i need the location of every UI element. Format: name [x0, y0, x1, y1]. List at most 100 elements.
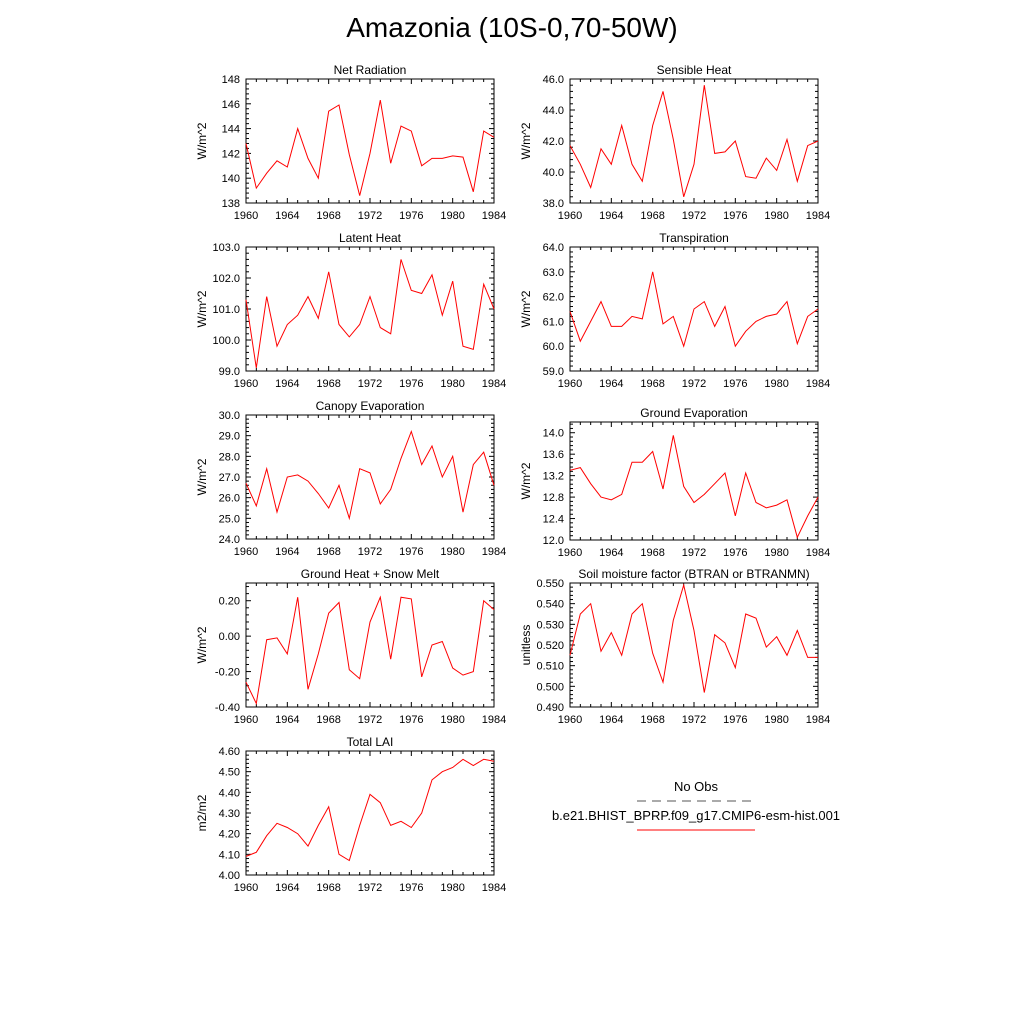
- y-tick-label: 144: [222, 124, 240, 136]
- x-tick-label: 1976: [723, 378, 747, 390]
- y-tick-label: 44.0: [543, 105, 564, 117]
- y-tick-label: 12.8: [543, 492, 564, 504]
- x-tick-label: 1976: [399, 546, 423, 558]
- x-tick-label: 1980: [440, 378, 464, 390]
- x-tick-label: 1972: [682, 378, 706, 390]
- panel-1: Net Radiation W/m^2 1960 1964 1968 1972 1976 19…: [195, 63, 506, 222]
- x-tick-label: 1972: [358, 378, 382, 390]
- panel-title: Transpiration: [659, 231, 729, 245]
- x-tick-label: 1960: [234, 882, 258, 894]
- x-tick-label: 1976: [723, 547, 747, 559]
- y-tick-label: 62.0: [543, 292, 564, 304]
- y-tick-label: 61.0: [543, 316, 564, 328]
- y-tick-label: 140: [222, 173, 240, 185]
- series-line: [245, 100, 495, 196]
- x-tick-label: 1972: [358, 546, 382, 558]
- x-tick-label: 1960: [558, 714, 582, 726]
- y-tick-label: 142: [222, 148, 240, 160]
- y-axis-label: W/m^2: [519, 290, 533, 327]
- panel-title: Sensible Heat: [657, 63, 732, 77]
- x-tick-label: 1960: [234, 714, 258, 726]
- y-axis-label: m2/m2: [195, 794, 209, 831]
- y-tick-label: -0.20: [215, 667, 240, 679]
- x-tick-label: 1980: [764, 547, 788, 559]
- panel-title: Ground Evaporation: [640, 406, 747, 420]
- x-tick-label: 1968: [640, 210, 664, 222]
- series-line: [245, 595, 495, 706]
- x-tick-label: 1964: [275, 546, 299, 558]
- plot-frame: [245, 750, 495, 876]
- y-tick-label: 0.530: [536, 619, 564, 631]
- y-tick-label: 138: [222, 198, 240, 210]
- x-tick-label: 1964: [275, 882, 299, 894]
- x-tick-label: 1972: [358, 210, 382, 222]
- series-line: [569, 583, 818, 693]
- y-tick-label: 59.0: [543, 366, 564, 378]
- x-tick-label: 1984: [482, 714, 506, 726]
- y-tick-label: 13.6: [543, 449, 564, 461]
- y-axis-label: W/m^2: [195, 458, 209, 495]
- panel-7: Ground Heat + Snow Melt W/m^2 1960 1964 1968…: [195, 567, 506, 726]
- y-tick-label: 0.520: [536, 640, 564, 652]
- y-tick-label: 146: [222, 99, 240, 111]
- panel-2: Sensible Heat W/m^2 1960 1964 1968 1972 1976 19…: [519, 63, 830, 222]
- panel-title: Latent Heat: [339, 231, 402, 245]
- y-axis-label: W/m^2: [195, 122, 209, 159]
- x-tick-label: 1964: [599, 378, 623, 390]
- y-tick-label: 63.0: [543, 267, 564, 279]
- x-tick-label: 1964: [599, 547, 623, 559]
- x-tick-label: 1964: [599, 210, 623, 222]
- x-tick-label: 1968: [316, 882, 340, 894]
- y-tick-label: 40.0: [543, 167, 564, 179]
- x-tick-label: 1960: [234, 210, 258, 222]
- y-tick-label: 4.40: [219, 787, 240, 799]
- x-tick-label: 1980: [440, 210, 464, 222]
- y-tick-label: 99.0: [219, 366, 240, 378]
- y-tick-label: 27.0: [219, 472, 240, 484]
- y-tick-label: 4.60: [219, 746, 240, 758]
- x-tick-label: 1960: [558, 547, 582, 559]
- y-tick-label: 4.00: [219, 870, 240, 882]
- y-tick-label: 29.0: [219, 431, 240, 443]
- x-tick-label: 1968: [640, 378, 664, 390]
- y-tick-label: 12.4: [543, 514, 564, 526]
- series-line: [245, 758, 495, 862]
- panel-5: Canopy Evaporation W/m^2 1960 1964 1968 1972 1…: [195, 399, 506, 558]
- x-tick-label: 1976: [399, 882, 423, 894]
- x-tick-label: 1964: [599, 714, 623, 726]
- y-tick-label: 26.0: [219, 493, 240, 505]
- x-tick-label: 1980: [440, 882, 464, 894]
- y-tick-label: -0.40: [215, 702, 240, 714]
- panel-8: Soil moisture factor (BTRAN or BTRANMN) u…: [519, 567, 830, 726]
- x-tick-label: 1960: [234, 378, 258, 390]
- x-tick-label: 1976: [399, 378, 423, 390]
- y-axis-label: W/m^2: [519, 122, 533, 159]
- panel-3: Latent Heat W/m^2 1960 1964 1968 1972 1976 1980…: [195, 231, 506, 390]
- x-tick-label: 1980: [440, 546, 464, 558]
- x-tick-label: 1980: [764, 210, 788, 222]
- y-tick-label: 24.0: [219, 534, 240, 546]
- plot-frame: [245, 582, 495, 708]
- panel-title: Net Radiation: [334, 63, 407, 77]
- y-tick-label: 46.0: [543, 74, 564, 86]
- y-tick-label: 13.2: [543, 471, 564, 483]
- x-tick-label: 1960: [558, 378, 582, 390]
- y-axis-label: W/m^2: [195, 626, 209, 663]
- panel-title: Canopy Evaporation: [316, 399, 425, 413]
- plot-frame: [569, 78, 819, 204]
- legend-model-label: b.e21.BHIST_BPRP.f09_g17.CMIP6-esm-hist.…: [552, 808, 840, 823]
- x-tick-label: 1984: [806, 210, 830, 222]
- x-tick-label: 1968: [316, 714, 340, 726]
- x-tick-label: 1968: [316, 546, 340, 558]
- y-axis-label: W/m^2: [195, 290, 209, 327]
- y-tick-label: 0.540: [536, 599, 564, 611]
- y-tick-label: 4.10: [219, 849, 240, 861]
- y-tick-label: 4.30: [219, 808, 240, 820]
- x-tick-label: 1964: [275, 378, 299, 390]
- x-tick-label: 1968: [316, 378, 340, 390]
- x-tick-label: 1984: [482, 378, 506, 390]
- plot-frame: [245, 78, 495, 204]
- x-tick-label: 1960: [558, 210, 582, 222]
- x-tick-label: 1972: [682, 210, 706, 222]
- series-line: [569, 85, 819, 197]
